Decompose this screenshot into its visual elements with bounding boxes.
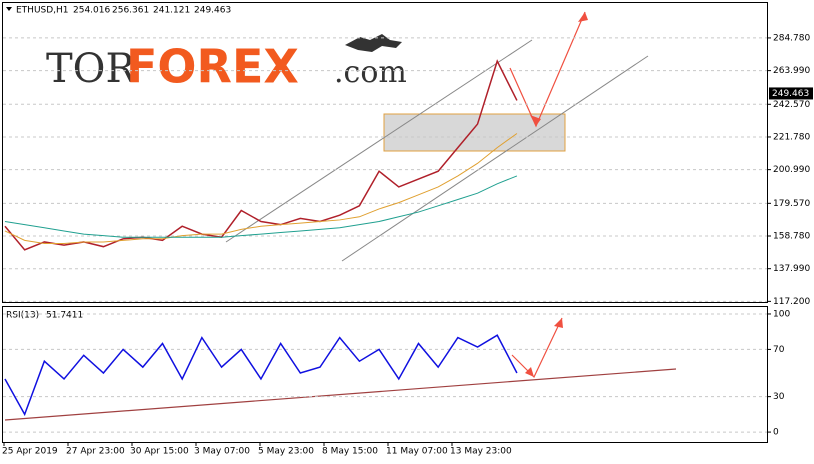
arrow-head	[554, 318, 563, 328]
series-line	[4, 175, 518, 238]
rsi-value: 51.7411	[46, 311, 83, 321]
x-tick-label: 5 May 23:00	[258, 447, 314, 457]
x-tick-label: 25 Apr 2019	[2, 447, 58, 457]
y-tick-label: 200.990	[773, 165, 810, 175]
y-tick-label: 137.990	[773, 264, 810, 274]
logo-bull	[345, 34, 402, 52]
low: 241.121	[153, 6, 190, 16]
y-tick-label: 263.990	[773, 66, 810, 76]
last-price-label: 249.463	[772, 89, 809, 99]
series-line	[4, 334, 518, 417]
price-panel	[2, 2, 768, 303]
y-tick-label: 0	[773, 428, 779, 438]
logo-com: .com	[334, 55, 407, 90]
close: 249.463	[194, 6, 231, 16]
trend-line	[341, 55, 649, 262]
rsi-title: RSI(13)	[6, 311, 39, 321]
y-tick-label: 179.570	[773, 199, 810, 209]
y-tick-label: 158.780	[773, 232, 810, 242]
series-line	[4, 59, 518, 251]
y-tick-label: 284.780	[773, 33, 810, 43]
series-line	[4, 133, 518, 245]
x-tick-label: 3 May 07:00	[194, 447, 250, 457]
x-tick-label: 11 May 07:00	[386, 447, 448, 457]
arrow-head	[530, 115, 541, 126]
arrow-head	[578, 12, 588, 22]
trend-line	[225, 39, 533, 243]
dropdown-icon[interactable]	[6, 7, 12, 11]
rsi-panel	[2, 306, 768, 443]
open: 254.016	[73, 6, 110, 16]
y-tick-label: 30	[773, 392, 785, 402]
logo-forex: FOREX	[126, 40, 299, 94]
x-tick-label: 27 Apr 23:00	[66, 447, 125, 457]
x-tick-label: 13 May 23:00	[450, 447, 512, 457]
y-tick-label: 100	[773, 309, 790, 319]
rsi-trend-line	[4, 368, 677, 421]
high: 256.361	[112, 6, 149, 16]
x-tick-label: 8 May 15:00	[322, 447, 378, 457]
y-tick-label: 70	[773, 345, 785, 355]
logo-tor: TOR	[46, 46, 137, 92]
symbol: ETHUSD,H1	[16, 6, 69, 16]
y-tick-label: 221.780	[773, 132, 810, 142]
y-tick-label: 117.200	[773, 297, 810, 307]
last-price-tag	[769, 87, 813, 100]
arrow-head	[525, 367, 534, 377]
y-tick-label: 242.570	[773, 100, 810, 110]
x-tick-label: 30 Apr 15:00	[130, 447, 189, 457]
